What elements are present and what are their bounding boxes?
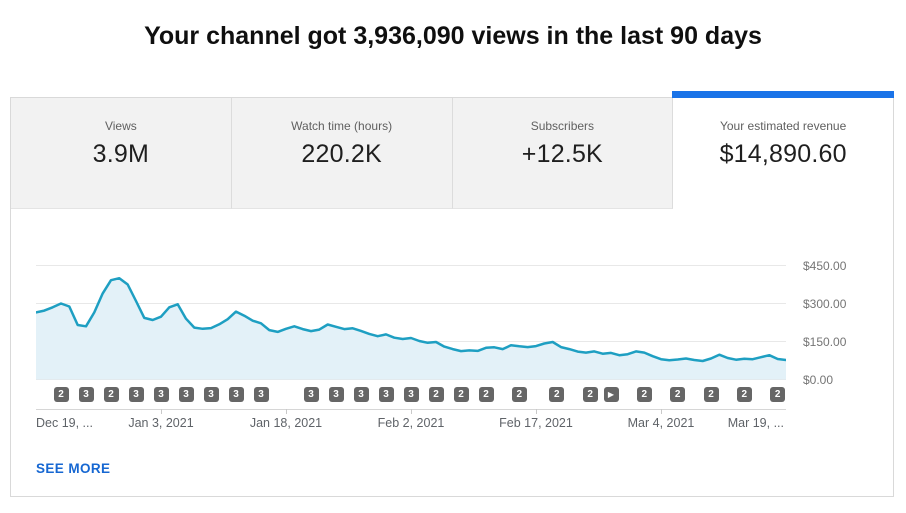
video-marker[interactable]: 2 xyxy=(736,387,752,402)
x-axis-label: Dec 19, ... xyxy=(36,416,93,430)
tab-subscribers[interactable]: Subscribers +12.5K xyxy=(452,98,674,209)
y-axis-label: $450.00 xyxy=(803,259,847,273)
video-marker[interactable]: 3 xyxy=(403,387,419,402)
video-marker[interactable]: 3 xyxy=(128,387,144,402)
video-marker[interactable]: 2 xyxy=(453,387,469,402)
video-marker[interactable]: 3 xyxy=(253,387,269,402)
video-marker[interactable]: 2 xyxy=(670,387,686,402)
video-marker[interactable]: 2 xyxy=(53,387,69,402)
revenue-area-chart[interactable] xyxy=(36,218,786,380)
analytics-card: Views 3.9M Watch time (hours) 220.2K Sub… xyxy=(10,91,894,497)
x-axis-tick xyxy=(661,409,662,414)
tab-subscribers-value: +12.5K xyxy=(521,140,603,168)
x-axis-tick xyxy=(161,409,162,414)
video-marker[interactable]: 3 xyxy=(353,387,369,402)
tab-watch-time-label: Watch time (hours) xyxy=(291,119,393,133)
video-marker[interactable]: 2 xyxy=(636,387,652,402)
page-title: Your channel got 3,936,090 views in the … xyxy=(144,22,762,50)
tab-views-label: Views xyxy=(104,119,137,133)
revenue-area-fill xyxy=(36,278,786,380)
x-axis-label: Feb 2, 2021 xyxy=(377,416,445,430)
video-marker[interactable]: 3 xyxy=(78,387,94,402)
x-axis-tick xyxy=(411,409,412,414)
tab-estimated-revenue[interactable]: Your estimated revenue $14,890.60 xyxy=(672,91,894,209)
video-marker[interactable]: 2 xyxy=(582,387,598,402)
x-axis-label: Jan 3, 2021 xyxy=(128,416,194,430)
video-marker[interactable]: 2 xyxy=(478,387,494,402)
video-marker[interactable]: 2 xyxy=(428,387,444,402)
tab-estimated-revenue-label: Your estimated revenue xyxy=(719,119,847,133)
y-axis-label: $0.00 xyxy=(803,373,834,387)
video-marker[interactable]: 3 xyxy=(378,387,394,402)
tab-estimated-revenue-value: $14,890.60 xyxy=(719,140,847,168)
video-marker[interactable]: 2 xyxy=(511,387,527,402)
x-axis-tick xyxy=(286,409,287,414)
video-marker[interactable]: 3 xyxy=(328,387,344,402)
x-axis-label: Feb 17, 2021 xyxy=(499,416,573,430)
gridline-450 xyxy=(36,265,786,266)
x-axis-label: Mar 4, 2021 xyxy=(627,416,695,430)
video-marker[interactable]: 2 xyxy=(103,387,119,402)
tab-views[interactable]: Views 3.9M xyxy=(11,98,232,209)
x-axis-label: Jan 18, 2021 xyxy=(249,416,323,430)
tab-subscribers-label: Subscribers xyxy=(530,119,595,133)
video-marker[interactable]: 3 xyxy=(153,387,169,402)
tab-watch-time-value: 220.2K xyxy=(301,140,382,168)
see-more-link[interactable]: SEE MORE xyxy=(36,461,111,476)
x-axis-tick xyxy=(536,409,537,414)
revenue-line xyxy=(36,276,786,363)
video-marker[interactable]: 3 xyxy=(303,387,319,402)
video-marker-play-icon[interactable]: ▶ xyxy=(603,387,619,402)
y-axis-label: $300.00 xyxy=(803,297,847,311)
video-marker[interactable]: 2 xyxy=(703,387,719,402)
video-marker[interactable]: 3 xyxy=(228,387,244,402)
tab-watch-time[interactable]: Watch time (hours) 220.2K xyxy=(231,98,453,209)
y-axis-label: $150.00 xyxy=(803,335,847,349)
tab-views-value: 3.9M xyxy=(92,140,150,168)
video-marker[interactable]: 3 xyxy=(178,387,194,402)
metric-tabs: Views 3.9M Watch time (hours) 220.2K Sub… xyxy=(11,91,894,209)
x-axis-label: Mar 19, ... xyxy=(727,416,784,430)
video-marker[interactable]: 3 xyxy=(203,387,219,402)
video-marker[interactable]: 2 xyxy=(549,387,565,402)
gridline-300 xyxy=(36,303,786,304)
video-marker[interactable]: 2 xyxy=(770,387,786,402)
